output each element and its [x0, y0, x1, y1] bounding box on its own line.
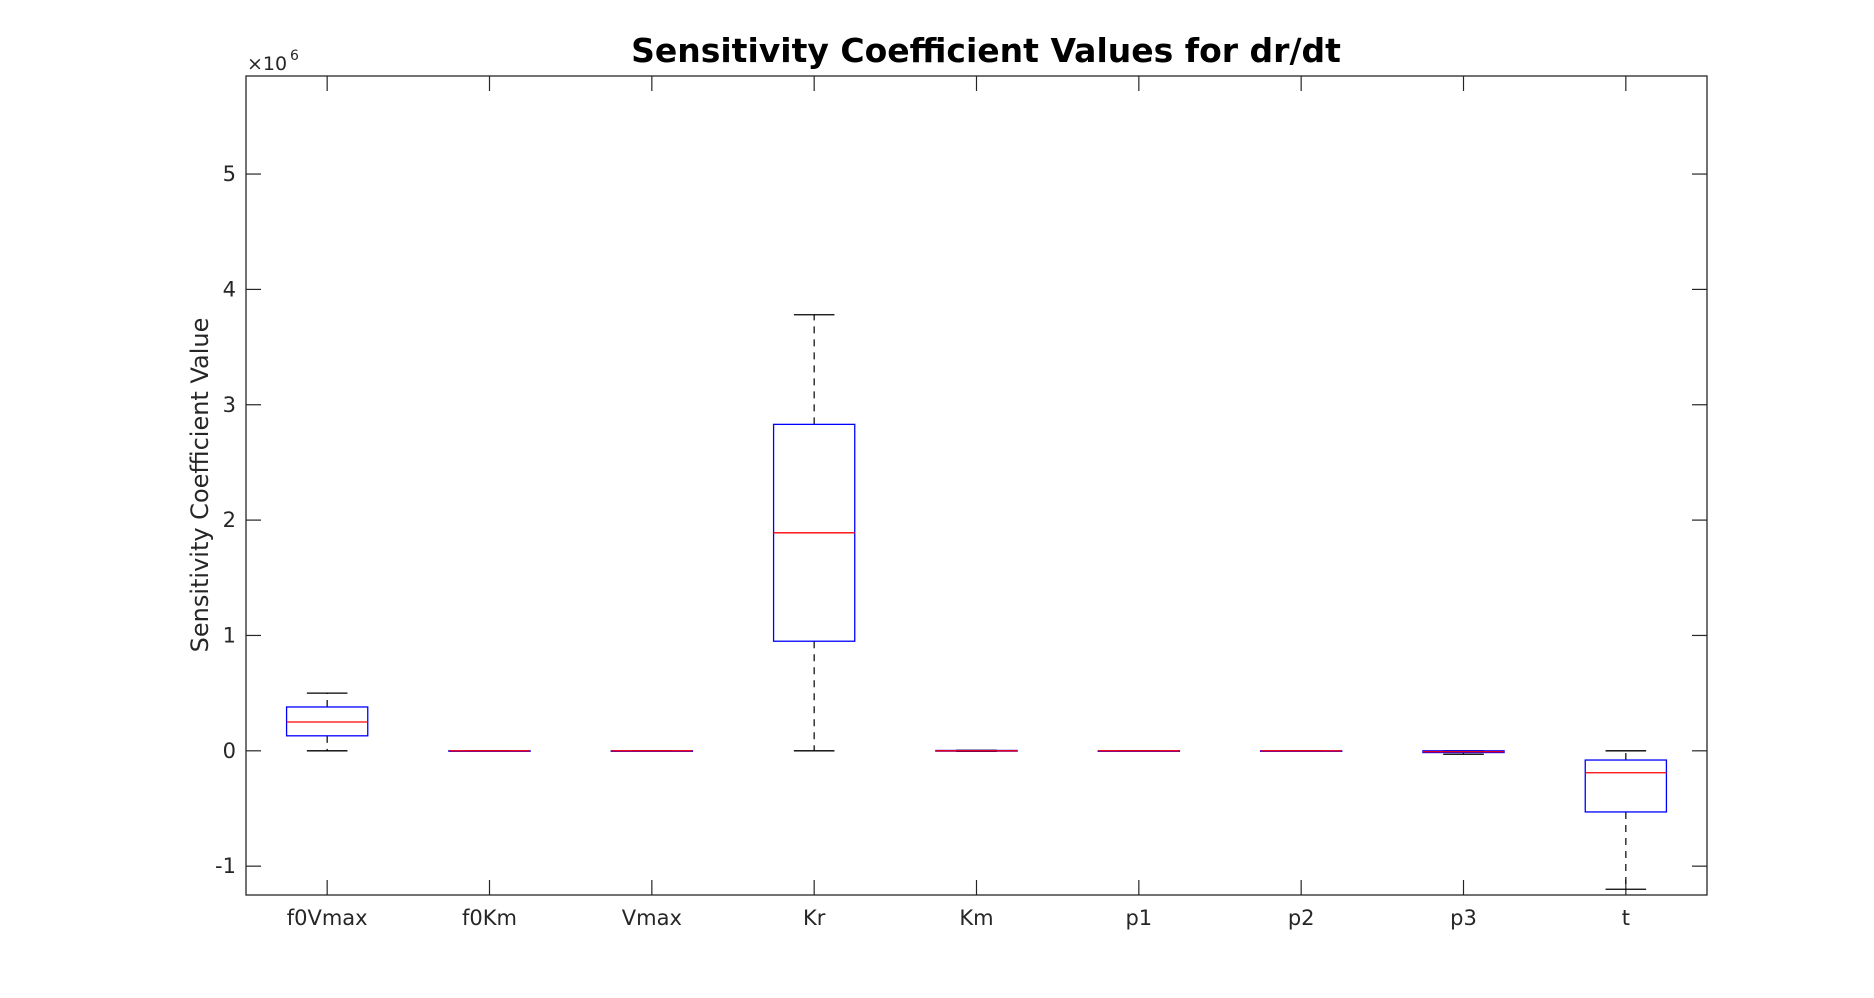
y-tick-label: 5: [223, 162, 236, 186]
x-tick-label: Kr: [803, 906, 826, 930]
y-tick-label: -1: [215, 854, 236, 878]
y-tick-label: 4: [223, 277, 236, 301]
x-tick-label: t: [1622, 906, 1630, 930]
x-tick-label: f0Km: [462, 906, 517, 930]
x-tick-label: p3: [1450, 906, 1477, 930]
y-multiplier-base: ×10: [247, 53, 287, 75]
x-tick-label: p1: [1125, 906, 1152, 930]
y-tick-label: 1: [223, 623, 236, 647]
y-axis-label: Sensitivity Coefficient Value: [186, 318, 214, 653]
y-axis-multiplier: ×10 6: [247, 48, 299, 75]
x-tick-label: Km: [959, 906, 993, 930]
y-tick-label: 0: [223, 739, 236, 763]
x-tick-label: f0Vmax: [287, 906, 368, 930]
box-t: [1584, 759, 1668, 813]
plot-area: -1 0 1 2 3 4 5 f0Vmax f0Km Vmax Kr Km p1 p2 p3 t: [215, 75, 1708, 930]
y-tick-label: 2: [223, 508, 236, 532]
x-tick-label: Vmax: [622, 906, 682, 930]
x-tick-label: p2: [1288, 906, 1315, 930]
y-tick-label: 3: [223, 393, 236, 417]
chart-title: Sensitivity Coefficient Values for dr/dt: [631, 31, 1341, 70]
y-multiplier-exponent: 6: [290, 48, 299, 64]
plot-frame: [245, 75, 1708, 896]
